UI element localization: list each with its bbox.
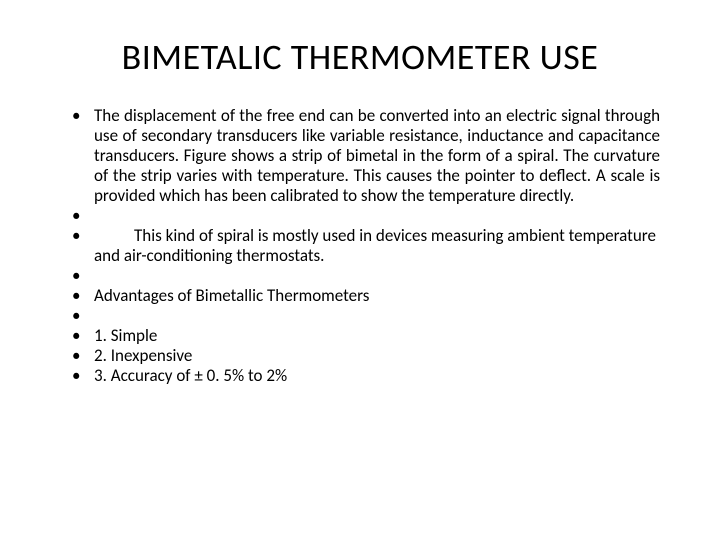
list-item: 3. Accuracy of ± 0. 5% to 2% [72,366,660,386]
bullet-text: The displacement of the free end can be … [94,106,660,206]
list-item: The displacement of the free end can be … [72,106,660,206]
list-item [72,266,660,286]
list-item [72,306,660,326]
list-item: This kind of spiral is mostly used in de… [72,226,660,266]
list-item [72,206,660,226]
bullet-text: 1. Simple [94,325,157,346]
list-item: 1. Simple [72,326,660,346]
bullet-text: 3. Accuracy of ± 0. 5% to 2% [94,365,287,386]
list-item: Advantages of Bimetallic Thermometers [72,286,660,306]
list-item: 2. Inexpensive [72,346,660,366]
bullet-text: 2. Inexpensive [94,345,192,366]
bullet-text [94,305,98,326]
bullet-text: Advantages of Bimetallic Thermometers [94,285,369,306]
bullet-text [94,265,98,286]
bullet-text: This kind of spiral is mostly used in de… [94,226,660,266]
bullet-text [94,205,98,226]
slide-title: BIMETALIC THERMOMETER USE [50,38,670,78]
slide: BIMETALIC THERMOMETER USE The displaceme… [0,0,720,540]
bullet-list: The displacement of the free end can be … [50,106,670,387]
